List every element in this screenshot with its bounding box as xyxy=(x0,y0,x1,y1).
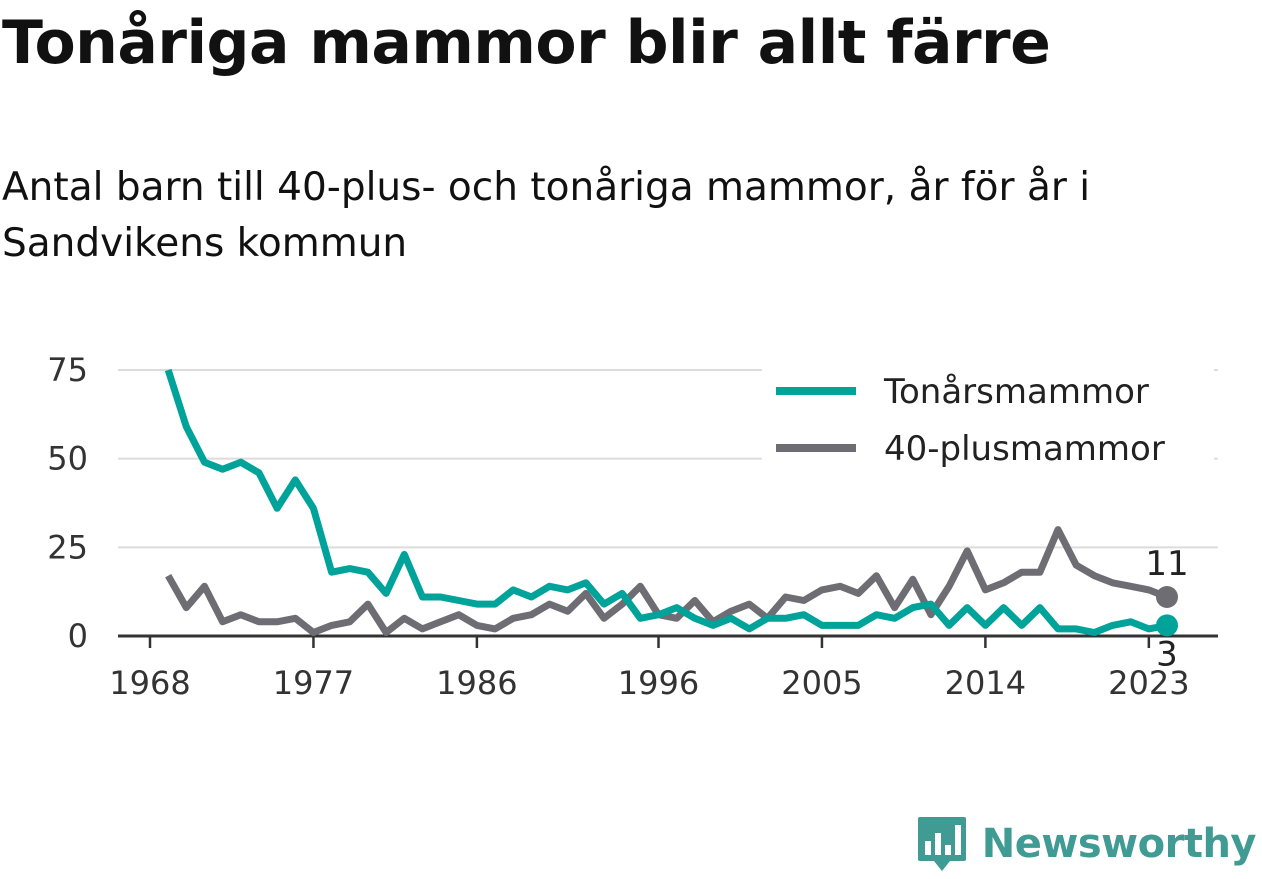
end-label-teen: 3 xyxy=(1156,634,1178,674)
y-axis-ticks: 0 25 50 75 xyxy=(47,351,88,655)
end-marker-plus40 xyxy=(1156,585,1178,608)
legend: Tonårsmammor 40-plusmammor xyxy=(762,362,1214,478)
y-tick-label: 50 xyxy=(47,440,88,478)
x-tick-label: 1986 xyxy=(436,664,517,702)
x-tick-label: 2014 xyxy=(945,664,1026,702)
end-marker-teen xyxy=(1156,614,1178,637)
x-tick-label: 1977 xyxy=(273,664,354,702)
newsworthy-logo-icon xyxy=(917,817,966,871)
y-tick-label: 25 xyxy=(47,528,88,566)
x-tick-label: 2023 xyxy=(1108,664,1189,702)
legend-label-teen: Tonårsmammor xyxy=(883,372,1149,412)
end-markers: 3 11 xyxy=(1145,544,1188,674)
y-tick-label: 75 xyxy=(47,351,88,389)
x-tick-label: 1968 xyxy=(109,664,190,702)
brand-name: Newsworthy xyxy=(981,821,1257,867)
series-line-teen xyxy=(164,368,1168,636)
series-lines xyxy=(164,368,1169,636)
y-tick-label: 0 xyxy=(68,617,88,655)
legend-background xyxy=(762,362,1214,478)
x-tick-label: 1996 xyxy=(618,664,699,702)
chart-subtitle: Antal barn till 40-plus- och tonåriga ma… xyxy=(2,165,1091,266)
chart-title: Tonåriga mammor blir allt färre xyxy=(2,8,1051,78)
x-tick-label: 2005 xyxy=(781,664,862,702)
x-axis: 1968 1977 1986 1996 2005 2014 2023 xyxy=(109,634,1218,702)
legend-label-plus40: 40-plusmammor xyxy=(884,429,1165,469)
end-label-plus40: 11 xyxy=(1145,544,1188,584)
brand: Newsworthy xyxy=(916,815,1257,873)
line-chart: 0 25 50 75 1968 1977 1986 1996 2005 2014 2023 Ton… xyxy=(47,351,1218,702)
series-line-plus40 xyxy=(165,526,1169,636)
